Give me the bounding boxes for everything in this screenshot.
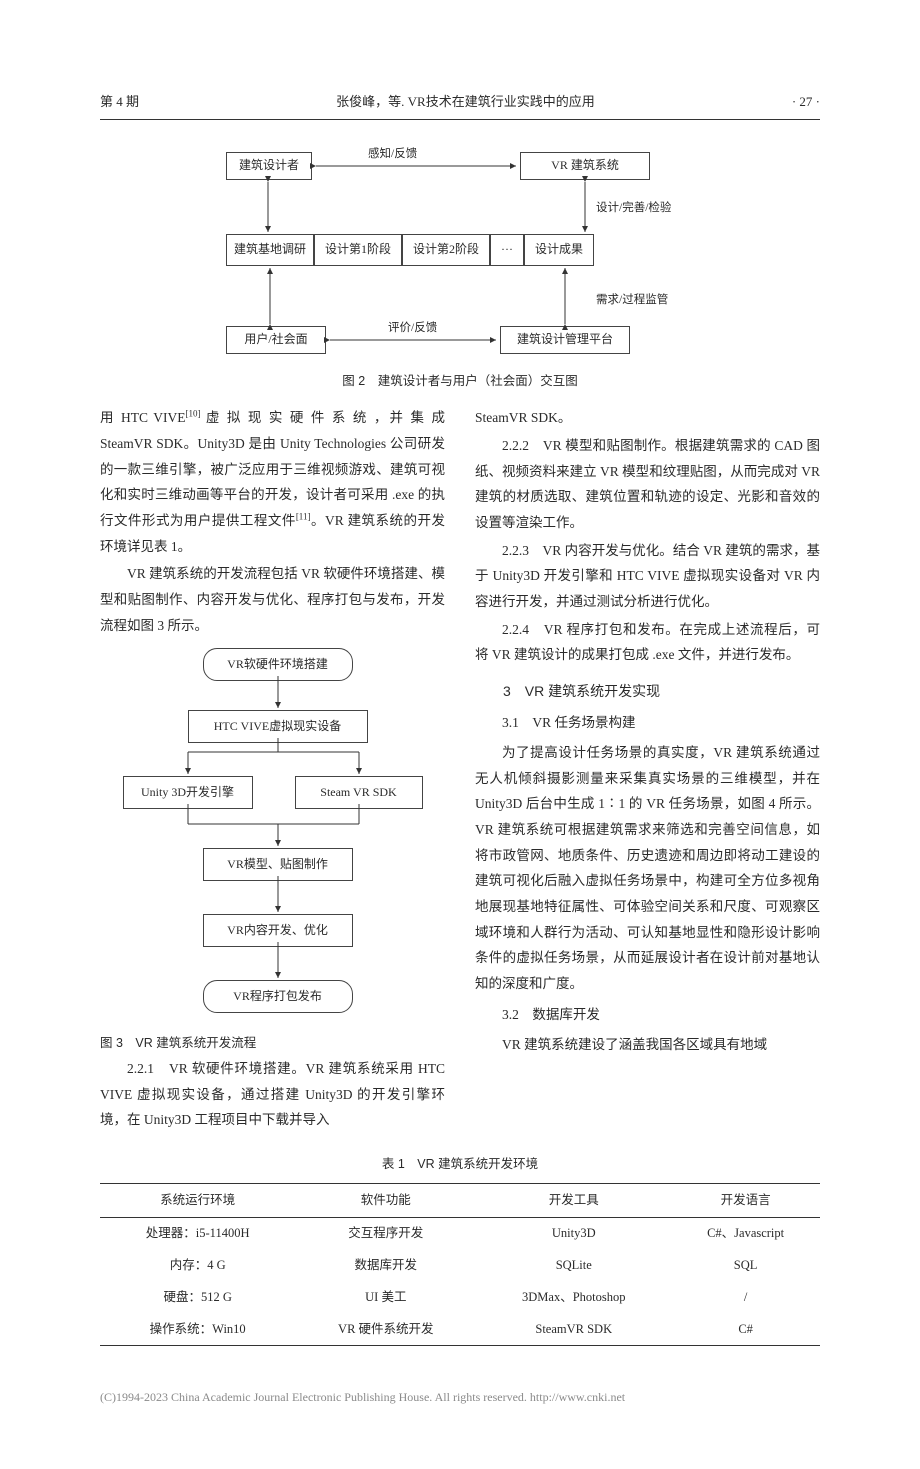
edge-label-bottom: 评价/反馈	[388, 318, 437, 340]
right-p1: 2.2.2 VR 模型和贴图制作。根据建筑需求的 CAD 图纸、视频资料来建立 …	[475, 433, 820, 536]
th-0: 系统运行环境	[100, 1183, 295, 1218]
td: SteamVR SDK	[476, 1314, 671, 1346]
figure-2-caption: 图 2 建筑设计者与用户（社会面）交互图	[100, 370, 820, 394]
td: UI 美工	[295, 1282, 476, 1314]
td: VR 硬件系统开发	[295, 1314, 476, 1346]
fig3-n4: VR模型、贴图制作	[203, 848, 353, 881]
figure-2: 建筑设计者 VR 建筑系统 建筑基地调研 设计第1阶段 设计第2阶段 ··· 设…	[100, 142, 820, 394]
fig3-n3b: Steam VR SDK	[295, 776, 423, 809]
td: 内存：4 G	[100, 1250, 295, 1282]
fig3-n1: VR软硬件环境搭建	[203, 648, 353, 681]
right-column: SteamVR SDK。 2.2.2 VR 模型和贴图制作。根据建筑需求的 CA…	[475, 405, 820, 1134]
table-1: 系统运行环境 软件功能 开发工具 开发语言 处理器：i5-11400H 交互程序…	[100, 1183, 820, 1347]
figure-3-diagram: VR软硬件环境搭建 HTC VIVE虚拟现实设备 Unity 3D开发引擎 St…	[123, 648, 423, 1028]
figure-3-arrows	[123, 648, 423, 1028]
fig3-n5: VR内容开发、优化	[203, 914, 353, 947]
left-p3: 2.2.1 VR 软硬件环境搭建。VR 建筑系统采用 HTC VIVE 虚拟现实…	[100, 1056, 445, 1133]
edge-label-right2: 需求/过程监管	[596, 290, 668, 312]
td: SQL	[671, 1250, 820, 1282]
td: 硬盘：512 G	[100, 1282, 295, 1314]
td: C#、Javascript	[671, 1218, 820, 1250]
right-p0: SteamVR SDK。	[475, 405, 820, 431]
left-p2: VR 建筑系统的开发流程包括 VR 软硬件环境搭建、模型和贴图制作、内容开发与优…	[100, 561, 445, 638]
fig3-n3a: Unity 3D开发引擎	[123, 776, 253, 809]
figure-2-diagram: 建筑设计者 VR 建筑系统 建筑基地调研 设计第1阶段 设计第2阶段 ··· 设…	[220, 142, 700, 362]
ref-11: [11]	[296, 512, 311, 522]
body-columns: 用 HTC VIVE[10] 虚 拟 现 实 硬 件 系 统 ，并 集 成 St…	[100, 405, 820, 1134]
fig3-n6: VR程序打包发布	[203, 980, 353, 1013]
footer-copyright: (C)1994-2023 China Academic Journal Elec…	[100, 1386, 820, 1409]
td: 数据库开发	[295, 1250, 476, 1282]
td: 操作系统：Win10	[100, 1314, 295, 1346]
th-3: 开发语言	[671, 1183, 820, 1218]
right-p4: 为了提高设计任务场景的真实度，VR 建筑系统通过无人机倾斜摄影测量来采集真实场景…	[475, 740, 820, 996]
section-3-1-heading: 3.1 VR 任务场景构建	[475, 710, 820, 736]
td: 3DMax、Photoshop	[476, 1282, 671, 1314]
table-row: 操作系统：Win10 VR 硬件系统开发 SteamVR SDK C#	[100, 1314, 820, 1346]
node-designer: 建筑设计者	[226, 152, 312, 180]
right-p5: VR 建筑系统建设了涵盖我国各区域具有地域	[475, 1032, 820, 1058]
right-p3: 2.2.4 VR 程序打包和发布。在完成上述流程后，可将 VR 建筑设计的成果打…	[475, 617, 820, 668]
node-user: 用户/社会面	[226, 326, 326, 354]
section-3-2-heading: 3.2 数据库开发	[475, 1002, 820, 1028]
issue-label: 第 4 期	[100, 90, 139, 115]
left-p1a: 用 HTC VIVE	[100, 410, 185, 425]
left-p1b: 虚 拟 现 实 硬 件 系 统 ，并 集 成 SteamVR SDK。Unity…	[100, 410, 445, 528]
node-result: 设计成果	[524, 234, 594, 266]
th-2: 开发工具	[476, 1183, 671, 1218]
node-stage2-box: 设计第2阶段	[402, 234, 490, 266]
table-header-row: 系统运行环境 软件功能 开发工具 开发语言	[100, 1183, 820, 1218]
left-p1: 用 HTC VIVE[10] 虚 拟 现 实 硬 件 系 统 ，并 集 成 St…	[100, 405, 445, 559]
section-3-heading: 3 VR 建筑系统开发实现	[475, 678, 820, 705]
left-column: 用 HTC VIVE[10] 虚 拟 现 实 硬 件 系 统 ，并 集 成 St…	[100, 405, 445, 1134]
fig3-n2: HTC VIVE虚拟现实设备	[188, 710, 368, 743]
running-title: 张俊峰，等. VR技术在建筑行业实践中的应用	[336, 90, 595, 115]
td: 处理器：i5-11400H	[100, 1218, 295, 1250]
ref-10: [10]	[185, 409, 200, 419]
node-platform: 建筑设计管理平台	[500, 326, 630, 354]
page-header: 第 4 期 张俊峰，等. VR技术在建筑行业实践中的应用 · 27 ·	[100, 90, 820, 120]
td: SQLite	[476, 1250, 671, 1282]
figure-3-caption: 图 3 VR 建筑系统开发流程	[100, 1032, 445, 1056]
td: C#	[671, 1314, 820, 1346]
edge-label-right1: 设计/完善/检验	[596, 198, 671, 220]
node-vrsys: VR 建筑系统	[520, 152, 650, 180]
table-row: 处理器：i5-11400H 交互程序开发 Unity3D C#、Javascri…	[100, 1218, 820, 1250]
td: 交互程序开发	[295, 1218, 476, 1250]
right-p2: 2.2.3 VR 内容开发与优化。结合 VR 建筑的需求，基于 Unity3D …	[475, 538, 820, 615]
td: /	[671, 1282, 820, 1314]
page-number: · 27 ·	[792, 90, 820, 115]
table-row: 内存：4 G 数据库开发 SQLite SQL	[100, 1250, 820, 1282]
table-body: 处理器：i5-11400H 交互程序开发 Unity3D C#、Javascri…	[100, 1218, 820, 1346]
table-row: 硬盘：512 G UI 美工 3DMax、Photoshop /	[100, 1282, 820, 1314]
edge-label-top: 感知/反馈	[368, 144, 417, 166]
node-stage1-box: 设计第1阶段	[314, 234, 402, 266]
node-dots: ···	[490, 234, 524, 266]
td: Unity3D	[476, 1218, 671, 1250]
node-survey: 建筑基地调研	[226, 234, 314, 266]
th-1: 软件功能	[295, 1183, 476, 1218]
table-1-caption: 表 1 VR 建筑系统开发环境	[100, 1153, 820, 1177]
